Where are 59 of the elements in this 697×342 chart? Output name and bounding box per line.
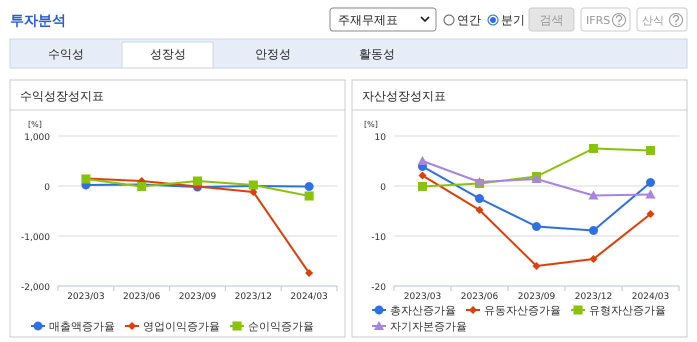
text: 연간: [457, 13, 481, 27]
x-tick-label: 2024/03: [632, 292, 670, 302]
y-tick-label: -20: [371, 283, 386, 293]
point: [646, 178, 655, 187]
x-tick-label: 2023/06: [123, 292, 161, 302]
text: 분기: [501, 13, 525, 27]
legend-label: 유형자산증가율: [589, 304, 666, 317]
text: 활동성: [359, 47, 395, 61]
point: [304, 192, 314, 200]
x-tick-label: 2023/06: [460, 292, 498, 302]
chart-title: 수익성장성지표: [20, 89, 104, 103]
y-tick-label: 1,000: [24, 133, 50, 143]
point: [476, 206, 484, 214]
y-axis-title: [%]: [364, 120, 378, 129]
point: [590, 255, 598, 263]
point: [475, 194, 484, 203]
point: [646, 146, 655, 155]
point: [646, 210, 654, 218]
y-tick-label: 0: [380, 183, 386, 193]
text: 안정성: [255, 47, 291, 61]
point: [532, 222, 541, 231]
text: 투자분석: [10, 13, 66, 29]
text: 성장성: [150, 47, 186, 61]
y-tick-label: 0: [44, 183, 50, 193]
x-tick-label: 2023/09: [518, 292, 556, 302]
point: [418, 172, 426, 180]
point: [588, 190, 598, 200]
text: 주재무제표: [338, 13, 398, 27]
x-tick-label: 2023/12: [574, 292, 612, 302]
point: [418, 156, 428, 165]
legend-label: 유동자산증가율: [484, 304, 561, 317]
point: [646, 190, 656, 198]
text: 검색: [540, 13, 564, 27]
y-tick-label: -10: [371, 233, 386, 243]
legend-label: 영업이익증가율: [143, 320, 220, 333]
chart-title: 자산성장성지표: [362, 89, 446, 103]
point: [305, 269, 314, 277]
text: 수익성: [48, 47, 84, 61]
point: [304, 182, 314, 191]
text: 산식: [642, 14, 664, 27]
x-tick-label: 2023/12: [234, 292, 272, 302]
text: IFRS: [586, 14, 610, 27]
legend-label: 매출액증가율: [49, 320, 115, 333]
legend-label: 순이익증가율: [248, 320, 314, 333]
x-tick-label: 2024/03: [290, 292, 328, 302]
y-axis-title: [%]: [28, 120, 42, 129]
point: [589, 144, 598, 153]
y-tick-label: -1,000: [20, 233, 50, 243]
legend-label: 총자산증가율: [390, 304, 456, 317]
point: [193, 176, 202, 186]
point: [418, 182, 427, 191]
x-tick-label: 2023/03: [67, 292, 105, 302]
x-tick-label: 2023/09: [178, 292, 216, 302]
x-tick-label: 2023/03: [404, 292, 442, 302]
legend-label: 자기자본증가율: [390, 320, 467, 333]
point: [532, 262, 540, 270]
y-tick-label: 10: [374, 133, 386, 143]
y-tick-label: -2,000: [20, 283, 50, 293]
point: [589, 226, 598, 235]
